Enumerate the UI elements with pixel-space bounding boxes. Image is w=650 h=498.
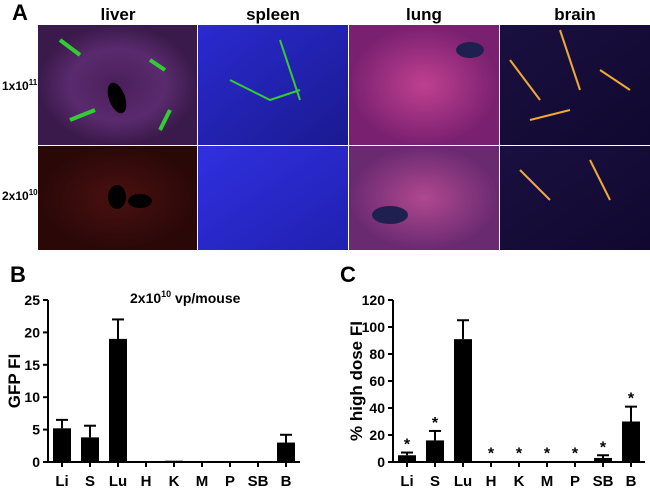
signal	[229, 39, 301, 102]
x-tick-label: SB	[593, 473, 614, 490]
bar	[137, 461, 155, 463]
chart-title: 2x1010 vp/mouse	[130, 289, 241, 306]
column-label: lung	[406, 5, 442, 24]
bar	[482, 461, 500, 463]
bar	[566, 461, 584, 463]
x-tick-label: Lu	[109, 473, 127, 490]
annotation: *	[516, 445, 523, 462]
x-tick-label: P	[225, 473, 235, 490]
y-tick-label: 0	[377, 454, 385, 470]
annotation: *	[600, 439, 607, 456]
row-label-exp: 10	[29, 188, 38, 197]
y-tick-label: 60	[369, 373, 385, 389]
bar	[53, 428, 71, 462]
bar	[249, 461, 267, 463]
panel-label: A	[12, 0, 28, 25]
bar	[221, 462, 239, 463]
x-tick-label: Lu	[454, 473, 472, 490]
bar	[594, 457, 612, 462]
image	[349, 146, 499, 250]
y-tick-label: 20	[24, 324, 40, 340]
x-tick-label: Li	[400, 473, 413, 490]
row-label-exp: 11	[29, 78, 38, 87]
bar	[193, 462, 211, 463]
y-tick-label: 5	[32, 422, 40, 438]
panel-label: B	[10, 262, 26, 287]
x-tick-label: B	[626, 473, 637, 490]
y-tick-label: 10	[24, 389, 40, 405]
vessel	[456, 42, 484, 58]
bar	[81, 437, 99, 462]
y-tick-label: 0	[32, 454, 40, 470]
row-label-base: 2x10	[2, 189, 29, 203]
annotation: *	[488, 445, 495, 462]
y-tick-label: 15	[24, 357, 40, 373]
image	[500, 146, 650, 250]
column-label: spleen	[246, 5, 300, 24]
x-tick-label: B	[281, 473, 292, 490]
signal	[58, 38, 172, 131]
y-tick-label: 120	[362, 292, 386, 308]
vessel	[372, 206, 408, 224]
y-tick-label: 40	[369, 400, 385, 416]
annotation: *	[544, 446, 551, 463]
row-label-base: 1x10	[2, 79, 29, 93]
y-axis-label: GFP FI	[5, 354, 24, 408]
bar	[277, 442, 295, 462]
x-tick-label: H	[141, 473, 152, 490]
title-part: vp/mouse	[171, 290, 240, 306]
image	[198, 146, 348, 250]
bar	[538, 461, 556, 463]
x-tick-label: SB	[248, 473, 269, 490]
y-axis-label: % high dose FI	[347, 321, 366, 441]
annotation: *	[628, 391, 635, 408]
signal	[509, 29, 631, 201]
bar	[454, 339, 472, 462]
column-label: brain	[554, 5, 596, 24]
bar	[510, 461, 528, 463]
x-tick-label: Li	[55, 473, 68, 490]
x-tick-label: P	[570, 473, 580, 490]
bar	[165, 460, 183, 462]
vessel	[107, 82, 127, 114]
bar	[109, 338, 127, 462]
title-part: 2x10	[130, 290, 161, 306]
vessel	[128, 194, 152, 208]
row-label: 2x1010	[2, 188, 38, 203]
x-tick-label: S	[430, 473, 440, 490]
bar	[398, 455, 416, 462]
x-tick-label: M	[196, 473, 209, 490]
annotation: *	[404, 437, 411, 454]
y-tick-label: 80	[369, 346, 385, 362]
row-label: 1x1011	[2, 78, 38, 93]
annotation: *	[432, 415, 439, 432]
image	[198, 25, 348, 145]
y-tick-label: 20	[369, 427, 385, 443]
column-label: liver	[101, 5, 136, 24]
x-tick-label: H	[486, 473, 497, 490]
x-tick-label: K	[169, 473, 180, 490]
panel-label: C	[340, 262, 356, 287]
y-tick-label: 25	[24, 292, 40, 308]
title-part: 10	[161, 289, 171, 299]
image	[500, 25, 650, 145]
bar	[622, 421, 640, 462]
vessel	[108, 185, 126, 209]
x-tick-label: S	[85, 473, 95, 490]
x-tick-label: M	[541, 473, 554, 490]
annotation: *	[572, 446, 579, 463]
bar	[426, 440, 444, 462]
y-tick-label: 100	[362, 319, 386, 335]
micrographs	[38, 25, 650, 250]
x-tick-label: K	[514, 473, 525, 490]
